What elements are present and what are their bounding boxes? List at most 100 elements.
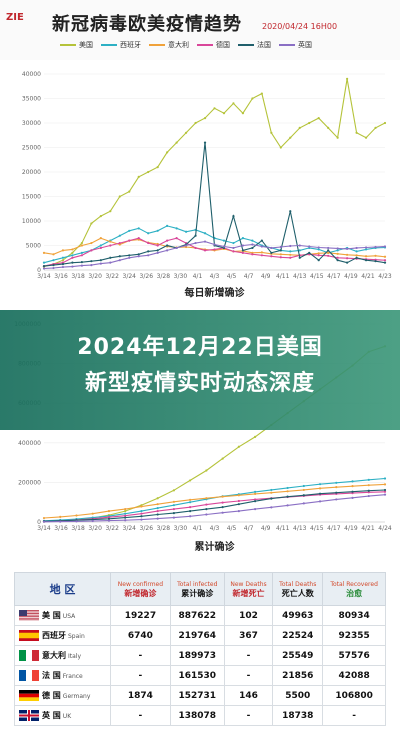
flag-part <box>19 670 26 681</box>
data-point <box>156 497 159 500</box>
country-cell: 德 国 Germany <box>14 685 111 706</box>
data-point <box>374 260 377 263</box>
data-point <box>336 136 339 139</box>
header-en: Total Deaths <box>279 581 317 588</box>
data-point <box>237 445 240 448</box>
data-point <box>189 498 192 501</box>
data-point <box>205 508 208 511</box>
data-point <box>172 500 176 503</box>
data-point <box>253 498 257 501</box>
x-tick-label: 3/26 <box>140 273 154 280</box>
data-point <box>260 251 263 254</box>
data-point <box>137 255 140 258</box>
country-name-en: France <box>62 673 83 680</box>
x-tick-label: 4/13 <box>293 525 307 532</box>
y-tick-label: 20000 <box>22 169 41 176</box>
legend-entry: 英国 <box>279 40 312 50</box>
header-zh: 死亡人数 <box>281 589 314 598</box>
data-point <box>374 126 377 129</box>
data-point <box>335 491 338 494</box>
flag-part <box>32 650 39 661</box>
data-point <box>203 141 207 144</box>
data-point <box>71 254 74 257</box>
data-point <box>140 518 143 521</box>
header-zh: 新增死亡 <box>232 589 265 598</box>
data-point <box>194 121 197 125</box>
data-point <box>109 256 112 259</box>
flag-part <box>19 693 39 698</box>
data-point <box>260 92 263 95</box>
y-tick-label: 0 <box>37 519 41 526</box>
flag-part <box>19 611 39 613</box>
cell-new-confirmed: - <box>109 665 171 686</box>
cell-recovered: - <box>322 705 386 726</box>
data-point <box>232 246 235 250</box>
data-point <box>286 495 289 498</box>
data-point <box>367 489 370 492</box>
data-point <box>232 215 235 218</box>
cell-new-deaths: 102 <box>223 605 274 626</box>
data-point <box>107 516 111 519</box>
data-point <box>346 257 349 260</box>
flag-part <box>19 714 39 717</box>
country-cell: 美 国 USA <box>14 605 111 626</box>
data-point <box>166 224 169 227</box>
data-point <box>260 254 263 257</box>
data-point <box>99 244 102 247</box>
data-point <box>109 244 112 247</box>
data-point <box>128 190 131 193</box>
banner-line-2: 新型疫情实时动态深度 <box>84 371 315 396</box>
country-name-en: Germany <box>62 693 91 700</box>
x-tick-label: 4/1 <box>193 273 203 280</box>
data-point <box>124 508 127 511</box>
data-point <box>156 510 159 513</box>
data-point <box>241 244 245 247</box>
header-new-confirmed: New confirmed 新增确诊 <box>109 572 171 606</box>
data-point <box>124 510 127 513</box>
data-point <box>364 136 368 139</box>
data-point <box>286 490 289 493</box>
data-point <box>251 239 254 242</box>
data-point <box>90 241 93 245</box>
data-point <box>172 489 176 492</box>
banner-line-1: 2024年12月22日美国 <box>77 335 323 360</box>
cell-recovered: 106800 <box>322 685 386 706</box>
data-point <box>91 519 94 523</box>
y-tick-label: 200000 <box>18 479 41 486</box>
data-point <box>298 244 301 247</box>
data-point <box>147 170 150 174</box>
data-point <box>172 511 176 515</box>
data-point <box>80 244 83 247</box>
data-point <box>166 244 169 247</box>
data-point <box>260 245 263 248</box>
x-tick-label: 4/11 <box>276 273 290 280</box>
data-point <box>172 504 176 507</box>
data-point <box>194 234 197 237</box>
data-point <box>156 249 159 252</box>
legend-swatch <box>279 44 295 46</box>
data-point <box>42 261 46 264</box>
data-point <box>213 248 216 251</box>
header-date: 2020/04/24 16H00 <box>262 22 338 31</box>
data-point <box>279 146 282 149</box>
de-flag-icon <box>19 690 39 701</box>
data-point <box>308 121 311 125</box>
legend-entry: 西班牙 <box>101 40 141 50</box>
data-point <box>91 512 94 515</box>
legend-entry: 德国 <box>197 40 230 50</box>
x-tick-label: 4/23 <box>378 273 392 280</box>
header-deaths: Total Deaths 死亡人数 <box>272 572 324 606</box>
data-point <box>61 259 65 262</box>
x-tick-label: 3/22 <box>105 525 119 532</box>
cell-total: 189973 <box>169 645 225 666</box>
cell-deaths: 49963 <box>272 605 324 626</box>
data-point <box>137 227 140 230</box>
uk-flag-icon <box>19 710 39 721</box>
data-point <box>317 254 320 257</box>
flag-part <box>19 690 39 694</box>
data-point <box>364 248 368 251</box>
table-row: 意大利 Italy -189973-25549 57576 <box>14 645 386 666</box>
data-point <box>128 254 131 257</box>
data-point <box>270 506 273 509</box>
